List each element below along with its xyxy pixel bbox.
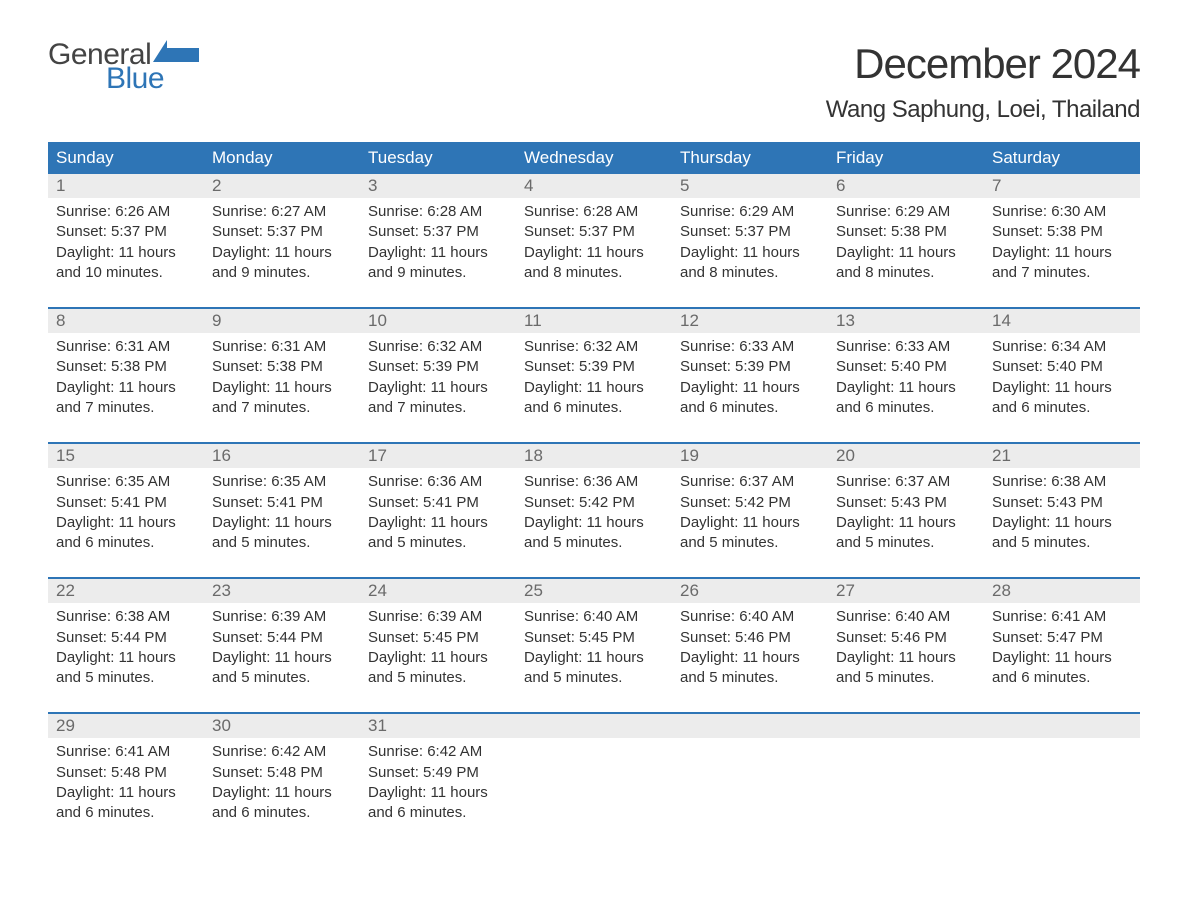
day-number xyxy=(672,714,828,738)
day-number: 30 xyxy=(204,714,360,738)
day-number xyxy=(516,714,672,738)
day-cell: Sunrise: 6:39 AMSunset: 5:44 PMDaylight:… xyxy=(204,603,360,698)
day-number-row: 891011121314 xyxy=(48,309,1140,333)
day-number: 13 xyxy=(828,309,984,333)
day-cell: Sunrise: 6:32 AMSunset: 5:39 PMDaylight:… xyxy=(360,333,516,428)
weekday-header-cell: Thursday xyxy=(672,142,828,174)
day-number: 7 xyxy=(984,174,1140,198)
day-number: 24 xyxy=(360,579,516,603)
day-cell: Sunrise: 6:41 AMSunset: 5:47 PMDaylight:… xyxy=(984,603,1140,698)
day-number: 26 xyxy=(672,579,828,603)
day-cell: Sunrise: 6:26 AMSunset: 5:37 PMDaylight:… xyxy=(48,198,204,293)
day-cell: Sunrise: 6:29 AMSunset: 5:37 PMDaylight:… xyxy=(672,198,828,293)
day-cell: Sunrise: 6:27 AMSunset: 5:37 PMDaylight:… xyxy=(204,198,360,293)
day-cell: Sunrise: 6:30 AMSunset: 5:38 PMDaylight:… xyxy=(984,198,1140,293)
brand-logo: General Blue xyxy=(48,40,199,94)
day-cell: Sunrise: 6:28 AMSunset: 5:37 PMDaylight:… xyxy=(516,198,672,293)
calendar-table: SundayMondayTuesdayWednesdayThursdayFrid… xyxy=(48,142,1140,833)
day-cell: Sunrise: 6:36 AMSunset: 5:41 PMDaylight:… xyxy=(360,468,516,563)
day-cell xyxy=(828,738,984,833)
day-cell: Sunrise: 6:32 AMSunset: 5:39 PMDaylight:… xyxy=(516,333,672,428)
day-cell: Sunrise: 6:29 AMSunset: 5:38 PMDaylight:… xyxy=(828,198,984,293)
day-cell: Sunrise: 6:39 AMSunset: 5:45 PMDaylight:… xyxy=(360,603,516,698)
day-cell: Sunrise: 6:33 AMSunset: 5:39 PMDaylight:… xyxy=(672,333,828,428)
day-number: 10 xyxy=(360,309,516,333)
weekday-header-cell: Tuesday xyxy=(360,142,516,174)
day-cell: Sunrise: 6:40 AMSunset: 5:46 PMDaylight:… xyxy=(828,603,984,698)
weekday-header-cell: Saturday xyxy=(984,142,1140,174)
day-cell: Sunrise: 6:42 AMSunset: 5:49 PMDaylight:… xyxy=(360,738,516,833)
weekday-header-cell: Friday xyxy=(828,142,984,174)
day-number: 4 xyxy=(516,174,672,198)
brand-text-bottom: Blue xyxy=(106,64,199,94)
day-number: 14 xyxy=(984,309,1140,333)
day-number: 25 xyxy=(516,579,672,603)
day-number: 29 xyxy=(48,714,204,738)
day-number: 27 xyxy=(828,579,984,603)
day-cell xyxy=(516,738,672,833)
day-number: 19 xyxy=(672,444,828,468)
day-cell: Sunrise: 6:37 AMSunset: 5:42 PMDaylight:… xyxy=(672,468,828,563)
day-cell: Sunrise: 6:40 AMSunset: 5:45 PMDaylight:… xyxy=(516,603,672,698)
calendar-week: 1234567Sunrise: 6:26 AMSunset: 5:37 PMDa… xyxy=(48,174,1140,293)
day-number: 1 xyxy=(48,174,204,198)
day-number xyxy=(984,714,1140,738)
day-number: 23 xyxy=(204,579,360,603)
day-cell: Sunrise: 6:38 AMSunset: 5:44 PMDaylight:… xyxy=(48,603,204,698)
day-cell: Sunrise: 6:34 AMSunset: 5:40 PMDaylight:… xyxy=(984,333,1140,428)
day-cell: Sunrise: 6:36 AMSunset: 5:42 PMDaylight:… xyxy=(516,468,672,563)
day-cell xyxy=(984,738,1140,833)
day-number: 6 xyxy=(828,174,984,198)
month-title: December 2024 xyxy=(826,40,1140,88)
day-number: 8 xyxy=(48,309,204,333)
day-number: 3 xyxy=(360,174,516,198)
day-number: 18 xyxy=(516,444,672,468)
day-number: 28 xyxy=(984,579,1140,603)
day-cell xyxy=(672,738,828,833)
weekday-header-cell: Monday xyxy=(204,142,360,174)
day-number: 5 xyxy=(672,174,828,198)
day-number-row: 15161718192021 xyxy=(48,444,1140,468)
calendar-week: 22232425262728Sunrise: 6:38 AMSunset: 5:… xyxy=(48,577,1140,698)
day-number: 12 xyxy=(672,309,828,333)
day-cell: Sunrise: 6:35 AMSunset: 5:41 PMDaylight:… xyxy=(204,468,360,563)
day-cell: Sunrise: 6:33 AMSunset: 5:40 PMDaylight:… xyxy=(828,333,984,428)
day-cell: Sunrise: 6:28 AMSunset: 5:37 PMDaylight:… xyxy=(360,198,516,293)
day-cell: Sunrise: 6:31 AMSunset: 5:38 PMDaylight:… xyxy=(204,333,360,428)
weekday-header-cell: Wednesday xyxy=(516,142,672,174)
calendar-week: 293031Sunrise: 6:41 AMSunset: 5:48 PMDay… xyxy=(48,712,1140,833)
day-number: 31 xyxy=(360,714,516,738)
weekday-header-row: SundayMondayTuesdayWednesdayThursdayFrid… xyxy=(48,142,1140,174)
day-number: 21 xyxy=(984,444,1140,468)
day-cell: Sunrise: 6:37 AMSunset: 5:43 PMDaylight:… xyxy=(828,468,984,563)
calendar-week: 15161718192021Sunrise: 6:35 AMSunset: 5:… xyxy=(48,442,1140,563)
day-cell: Sunrise: 6:41 AMSunset: 5:48 PMDaylight:… xyxy=(48,738,204,833)
weekday-header-cell: Sunday xyxy=(48,142,204,174)
day-cell: Sunrise: 6:42 AMSunset: 5:48 PMDaylight:… xyxy=(204,738,360,833)
day-number: 17 xyxy=(360,444,516,468)
day-cell: Sunrise: 6:38 AMSunset: 5:43 PMDaylight:… xyxy=(984,468,1140,563)
day-number: 20 xyxy=(828,444,984,468)
day-cell: Sunrise: 6:40 AMSunset: 5:46 PMDaylight:… xyxy=(672,603,828,698)
day-number: 2 xyxy=(204,174,360,198)
calendar-week: 891011121314Sunrise: 6:31 AMSunset: 5:38… xyxy=(48,307,1140,428)
day-number: 9 xyxy=(204,309,360,333)
day-cell: Sunrise: 6:35 AMSunset: 5:41 PMDaylight:… xyxy=(48,468,204,563)
day-number: 11 xyxy=(516,309,672,333)
day-number xyxy=(828,714,984,738)
location-subtitle: Wang Saphung, Loei, Thailand xyxy=(826,96,1140,124)
day-number: 16 xyxy=(204,444,360,468)
day-cell: Sunrise: 6:31 AMSunset: 5:38 PMDaylight:… xyxy=(48,333,204,428)
day-number-row: 22232425262728 xyxy=(48,579,1140,603)
day-number: 15 xyxy=(48,444,204,468)
day-number-row: 1234567 xyxy=(48,174,1140,198)
day-number: 22 xyxy=(48,579,204,603)
day-number-row: 293031 xyxy=(48,714,1140,738)
